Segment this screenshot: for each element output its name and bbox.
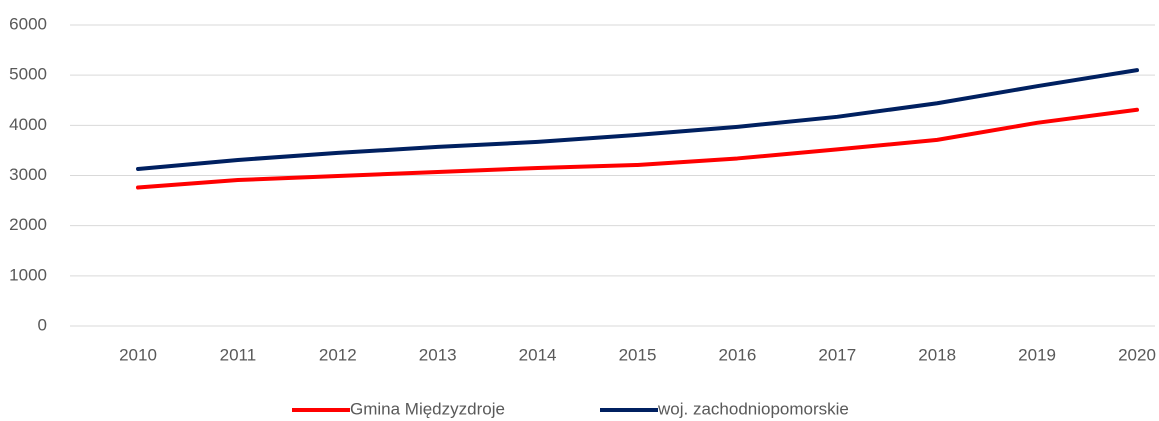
- y-tick-label: 6000: [9, 14, 47, 33]
- y-tick-label: 2000: [9, 215, 47, 234]
- x-tick-label: 2011: [220, 345, 257, 364]
- x-tick-label: 2015: [619, 345, 657, 364]
- x-tick-label: 2016: [718, 345, 756, 364]
- y-tick-label: 4000: [9, 115, 47, 134]
- series-line: [136, 68, 1139, 171]
- x-tick-label: 2020: [1118, 345, 1156, 364]
- legend-label: woj. zachodniopomorskie: [657, 399, 849, 418]
- x-tick-label: 2018: [918, 345, 956, 364]
- x-tick-label: 2010: [119, 345, 157, 364]
- x-tick-label: 2019: [1018, 345, 1056, 364]
- y-tick-label: 3000: [9, 165, 47, 184]
- legend-label: Gmina Międzyzdroje: [350, 399, 505, 418]
- series-line: [136, 107, 1139, 190]
- y-tick-label: 5000: [9, 65, 47, 84]
- x-tick-label: 2013: [419, 345, 457, 364]
- x-tick-label: 2012: [319, 345, 357, 364]
- x-tick-label: 2017: [818, 345, 856, 364]
- y-tick-label: 0: [38, 315, 47, 334]
- y-tick-label: 1000: [9, 265, 47, 284]
- x-tick-label: 2014: [519, 345, 557, 364]
